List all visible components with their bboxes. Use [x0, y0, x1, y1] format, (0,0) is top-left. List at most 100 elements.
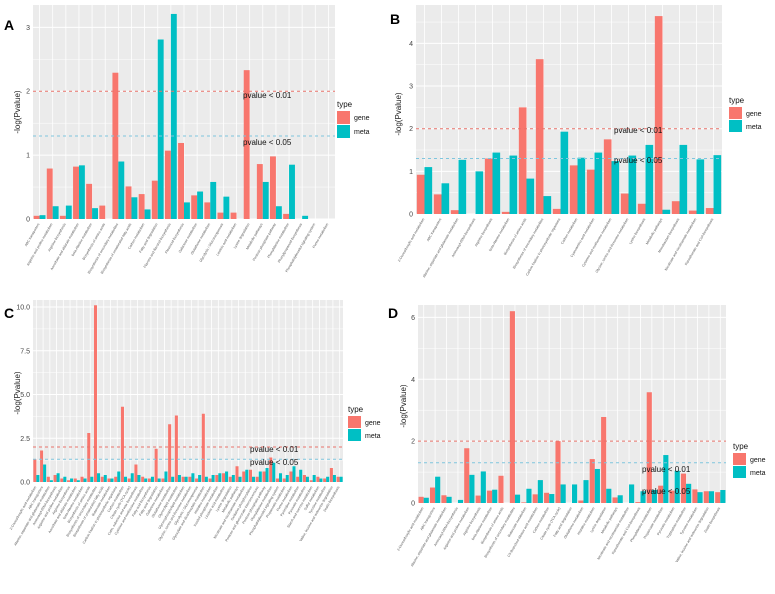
panel-c-bar-gene: [235, 466, 239, 482]
panel-c-ylabel: -log(Pvalue): [13, 371, 22, 414]
panel-b-x-tick-label: Glycine, serine and threonine metabolism: [595, 217, 630, 273]
panel-c-bar-gene: [242, 471, 246, 482]
panel-c-bar-meta: [305, 476, 309, 482]
panel-d-bar-meta: [629, 484, 635, 503]
panel-c-bar-meta: [150, 476, 154, 482]
panel-b-bar-gene: [620, 193, 629, 214]
panel-b-bar-meta: [475, 171, 484, 214]
panel-b-x-tick-label: Cysteine and methionine metabolism: [581, 217, 612, 267]
panel-a-bar-gene: [151, 180, 158, 219]
panel-c-bar-meta: [164, 471, 168, 482]
panel-c-bar-gene: [329, 468, 333, 482]
panel-b-legend-meta-label: meta: [746, 124, 762, 131]
panel-d-bar-gene: [487, 490, 493, 503]
panel-b-bar-gene: [484, 158, 493, 214]
panel-d-bar-meta: [708, 491, 715, 503]
panel-c-bar-gene: [134, 464, 138, 482]
panel-c-bar-gene: [174, 415, 178, 482]
panel-b-x-tick-label: Pantothenate and CoA biosynthesis: [684, 217, 714, 266]
panel-c-gridlines: [33, 300, 343, 483]
panel-d-bar-meta: [560, 484, 566, 503]
panel-d-bar-meta: [469, 474, 475, 503]
panel-d: D -log(Pvalue) 0 2 4 6 2-Oxocarboxylic acid…: [388, 305, 726, 567]
panel-b-x-tick-label: Biosynthesis of secondary metabolites: [512, 217, 544, 269]
panel-a-bar-meta: [131, 197, 138, 219]
panel-b-y-axis: 0 1 2 3 4: [409, 41, 413, 219]
panel-b-bar-gene: [569, 165, 578, 214]
panel-c-bar-gene: [93, 305, 98, 482]
panel-c-y-axis: 0.0 2.5 5.0 7.5 10.0: [16, 305, 30, 487]
panel-d-bar-meta: [526, 488, 532, 503]
panel-b-bar-meta: [441, 183, 450, 214]
panel-d-bar-meta: [446, 496, 452, 503]
panel-d-legend-title: type: [733, 442, 749, 451]
panel-d-bar-meta: [686, 483, 692, 503]
panel-b-x-tick-label: Metabolic pathways: [645, 217, 664, 245]
panel-a-bar-gene: [217, 212, 224, 219]
panel-d-legend-meta-label: meta: [750, 470, 766, 477]
panel-d-legend: type gene meta: [733, 442, 766, 478]
panel-a: A -log(Pvalue) 0 1 2 3 ABC transportersArgi…: [4, 5, 335, 275]
panel-b-bar-meta: [713, 155, 722, 214]
panel-a-legend-meta-label: meta: [354, 129, 370, 136]
panel-b-y-tick-label: 2: [409, 126, 413, 133]
panel-a-bar-meta: [289, 164, 295, 219]
panel-c-bar-meta: [292, 466, 296, 482]
panel-c-bar-gene: [309, 480, 313, 482]
panel-b-bar-meta: [611, 161, 620, 214]
panel-c-y-tick-label: 7.5: [20, 348, 30, 355]
panel-a-legend-gene-label: gene: [354, 115, 370, 122]
panel-d-bar-gene: [601, 416, 607, 503]
panel-d-bar-meta: [594, 468, 600, 503]
panel-d-letter: D: [388, 305, 398, 321]
panel-c-bar-gene: [114, 476, 118, 482]
panel-c-bar-meta: [70, 478, 74, 482]
panel-c-bars: [33, 305, 343, 482]
panel-b-x-tick-label: ABC transporters: [426, 217, 443, 242]
panel-b-bar-meta: [526, 178, 535, 214]
panel-b-x-tick-label: 2-Oxocarboxylic acid metabolism: [397, 217, 425, 262]
panel-b-x-tick-label: Arginine biosynthesis: [474, 217, 494, 247]
panel-b-bar-gene: [603, 139, 612, 214]
panel-c-bar-gene: [262, 471, 266, 482]
panel-a-bar-gene: [46, 168, 53, 219]
panel-c-bar-gene: [269, 457, 273, 482]
panel-c-legend-gene-swatch: [348, 416, 361, 428]
panel-a-bar-gene: [243, 70, 250, 220]
panel-c-bar-meta: [285, 475, 289, 482]
panel-d-bar-gene: [532, 494, 538, 503]
panel-c-bar-gene: [60, 478, 64, 482]
panel-c-bar-gene: [80, 476, 84, 482]
panel-c-bar-gene: [188, 476, 192, 482]
panel-c-bar-meta: [171, 476, 175, 482]
panel-d-bar-meta: [640, 491, 646, 503]
panel-d-bar-meta: [457, 499, 464, 503]
panel-c-bar-meta: [76, 480, 80, 482]
panel-b-x-tick-label: Carbon fixation in photosynthetic organi…: [525, 217, 562, 276]
panel-c-bar-gene: [181, 476, 185, 482]
panel-d-threshold-label-001: pvalue < 0.01: [642, 465, 691, 474]
panel-a-bar-gene: [178, 142, 184, 219]
panel-c-bar-meta: [36, 475, 40, 482]
panel-c-bar-gene: [215, 475, 219, 482]
panel-a-bar-gene: [33, 215, 40, 219]
panel-a-bar-gene: [138, 194, 145, 219]
panel-d-bar-gene: [464, 448, 470, 503]
panel-b-legend-gene-swatch: [729, 107, 742, 119]
panel-c-bar-gene: [87, 433, 91, 482]
panel-c-bar-meta: [191, 473, 195, 482]
panel-a-bar-gene: [112, 72, 119, 219]
panel-b-bar-meta: [679, 144, 688, 214]
panel-c-bar-gene: [195, 478, 199, 482]
panel-a-y-tick-label: 0: [26, 217, 30, 224]
panel-d-bar-gene: [555, 441, 561, 503]
panel-a-threshold-label-005: pvalue < 0.05: [243, 138, 292, 147]
panel-d-bar-meta: [549, 494, 555, 503]
panel-b-bar-gene: [671, 201, 680, 214]
panel-a-y-tick-label: 2: [26, 89, 30, 96]
panel-a-bar-meta: [39, 215, 46, 219]
panel-c-plot-area: [33, 300, 343, 482]
panel-c-bar-gene: [228, 476, 232, 482]
panel-b-bar-gene: [433, 194, 442, 214]
